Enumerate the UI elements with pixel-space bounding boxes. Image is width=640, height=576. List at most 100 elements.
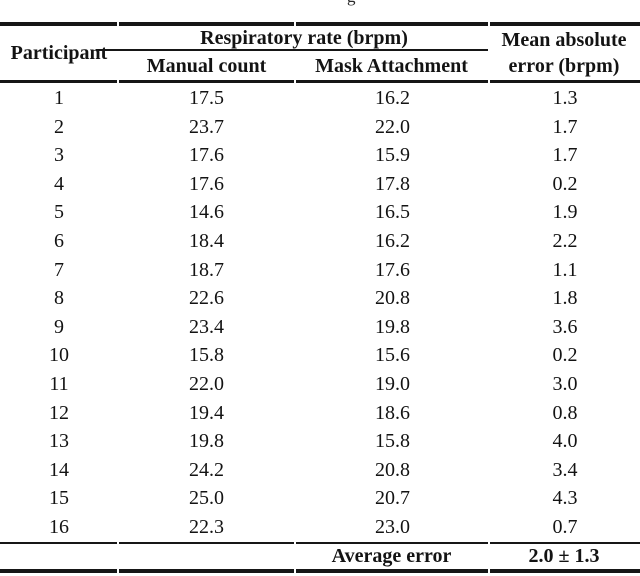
table-row: 10 15.8 15.6 0.2: [0, 341, 640, 370]
cell-mean-abs-error: 1.1: [552, 258, 578, 281]
cell-manual-count: 25.0: [189, 487, 224, 510]
column-header-manual-count: Manual count: [146, 55, 267, 77]
table-row: 3 17.6 15.9 1.7: [0, 141, 640, 170]
rule-gap: [116, 569, 119, 573]
rule-gap: [293, 22, 296, 26]
cell-manual-count: 23.4: [189, 315, 224, 338]
cell-mask-attachment: 20.8: [375, 458, 410, 481]
cell-mask-attachment: 20.8: [375, 287, 410, 310]
table-top-rule: [0, 22, 640, 26]
table-row: 15 25.0 20.7 4.3: [0, 484, 640, 513]
cell-mask-attachment: 15.8: [375, 430, 410, 453]
cell-mean-abs-error: 1.8: [552, 287, 578, 310]
cell-participant: 16: [49, 515, 69, 538]
pre-footer-rule: [0, 542, 640, 544]
cell-participant: 10: [49, 344, 69, 367]
cell-mean-abs-error: 0.2: [552, 172, 578, 195]
cell-mean-abs-error: 1.7: [552, 115, 578, 138]
respiratory-group-underline-rule: [96, 49, 488, 51]
cell-mask-attachment: 23.0: [375, 515, 410, 538]
cell-participant: 7: [54, 258, 64, 281]
cell-mask-attachment: 16.5: [375, 201, 410, 224]
cell-participant: 3: [54, 144, 64, 167]
cell-mask-attachment: 22.0: [375, 115, 410, 138]
cell-mean-abs-error: 0.8: [552, 401, 578, 424]
cell-manual-count: 22.0: [189, 372, 224, 395]
table-row: 16 22.3 23.0 0.7: [0, 513, 640, 542]
table-body: 1 17.5 16.2 1.3 2 23.7 22.0 1.7 3 17.6 1…: [0, 84, 640, 542]
cell-participant: 15: [49, 487, 69, 510]
cell-participant: 5: [54, 201, 64, 224]
cell-mean-abs-error: 3.6: [552, 315, 578, 338]
table-row: 6 18.4 16.2 2.2: [0, 227, 640, 256]
cell-manual-count: 22.6: [189, 287, 224, 310]
cell-mean-abs-error: 1.7: [552, 144, 578, 167]
cell-mean-abs-error: 1.3: [552, 87, 578, 109]
rule-gap: [293, 80, 296, 83]
cell-manual-count: 18.4: [189, 229, 224, 252]
average-error-value: 2.0 ± 1.3: [528, 545, 600, 567]
table-row: 7 18.7 17.6 1.1: [0, 256, 640, 285]
cell-manual-count: 23.7: [189, 115, 224, 138]
table-row: 14 24.2 20.8 3.4: [0, 456, 640, 485]
rule-gap: [293, 569, 296, 573]
rule-gap: [116, 22, 119, 26]
cell-mean-abs-error: 1.9: [552, 201, 578, 224]
cell-mask-attachment: 16.2: [375, 87, 410, 109]
cell-participant: 13: [49, 430, 69, 453]
table-row: 12 19.4 18.6 0.8: [0, 399, 640, 428]
cell-manual-count: 14.6: [189, 201, 224, 224]
column-header-mask-attachment: Mask Attachment: [315, 55, 468, 77]
column-header-mean-absolute-error-line2: error (brpm): [508, 55, 620, 77]
table-row: 5 14.6 16.5 1.9: [0, 198, 640, 227]
table-row: 9 23.4 19.8 3.6: [0, 313, 640, 342]
cell-manual-count: 24.2: [189, 458, 224, 481]
cell-mean-abs-error: 4.3: [552, 487, 578, 510]
cell-manual-count: 15.8: [189, 344, 224, 367]
cell-participant: 14: [49, 458, 69, 481]
rule-gap: [116, 542, 119, 544]
cell-participant: 9: [54, 315, 64, 338]
cell-mask-attachment: 20.7: [375, 487, 410, 510]
cell-mean-abs-error: 4.0: [552, 430, 578, 453]
column-header-mean-absolute-error-line1: Mean absolute: [501, 29, 627, 51]
cell-manual-count: 17.6: [189, 172, 224, 195]
cell-participant: 12: [49, 401, 69, 424]
cell-manual-count: 17.5: [189, 87, 224, 109]
cell-participant: 4: [54, 172, 64, 195]
cell-participant: 2: [54, 115, 64, 138]
rule-gap: [116, 80, 119, 83]
rule-gap: [487, 80, 490, 83]
cell-mean-abs-error: 3.0: [552, 372, 578, 395]
cell-manual-count: 18.7: [189, 258, 224, 281]
table-row: 8 22.6 20.8 1.8: [0, 284, 640, 313]
cell-manual-count: 17.6: [189, 144, 224, 167]
cell-participant: 1: [54, 87, 64, 109]
cell-mean-abs-error: 0.7: [552, 515, 578, 538]
cell-mask-attachment: 15.9: [375, 144, 410, 167]
cell-mask-attachment: 18.6: [375, 401, 410, 424]
average-error-label: Average error: [331, 545, 452, 567]
cell-mean-abs-error: 2.2: [552, 229, 578, 252]
cell-mask-attachment: 19.8: [375, 315, 410, 338]
table-row: 2 23.7 22.0 1.7: [0, 113, 640, 142]
cell-mean-abs-error: 3.4: [552, 458, 578, 481]
cell-mask-attachment: 15.6: [375, 344, 410, 367]
table-bottom-rule: [0, 569, 640, 573]
cell-mean-abs-error: 0.2: [552, 344, 578, 367]
table-row: 13 19.8 15.8 4.0: [0, 427, 640, 456]
cell-participant: 11: [49, 372, 69, 395]
cell-participant: 6: [54, 229, 64, 252]
cell-manual-count: 19.4: [189, 401, 224, 424]
column-group-header-respiratory-rate: Respiratory rate (brpm): [200, 27, 408, 49]
cell-mask-attachment: 16.2: [375, 229, 410, 252]
rule-gap: [487, 569, 490, 573]
header-bottom-rule: [0, 80, 640, 83]
rule-gap: [487, 542, 490, 544]
rule-gap: [487, 22, 490, 26]
table-row: 11 22.0 19.0 3.0: [0, 370, 640, 399]
cell-mask-attachment: 17.6: [375, 258, 410, 281]
table-row: 4 17.6 17.8 0.2: [0, 170, 640, 199]
rule-gap: [293, 542, 296, 544]
cell-participant: 8: [54, 287, 64, 310]
